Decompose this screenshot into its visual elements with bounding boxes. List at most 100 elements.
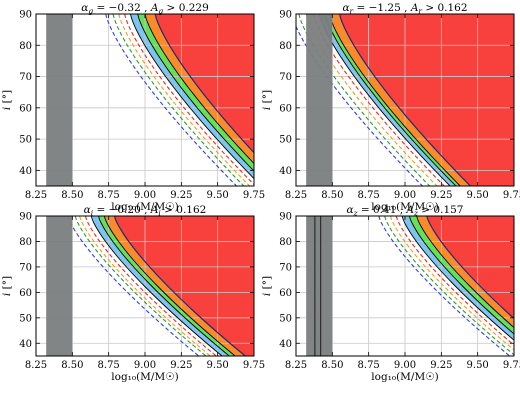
dashed-curve-red	[395, 216, 514, 346]
x-axis-label: log₁₀(M/M☉)	[371, 371, 438, 383]
x-tick-label: 9.25	[170, 190, 192, 201]
boundary-curve-lightgreen	[408, 216, 514, 335]
panel-g: 8.25 8.50 8.75 9.00 9.25 9.50 9.75 40 50 60 70 80 90…	[1, 2, 265, 213]
boundary-curve-red	[339, 14, 471, 186]
x-tick-label: 9.00	[134, 360, 156, 371]
dashed-curve-orange	[118, 14, 251, 186]
dashed-curve-orange	[389, 216, 514, 351]
x-tick-label: 9.50	[207, 360, 229, 371]
x-tick-label: 8.25	[25, 360, 47, 371]
y-tick-label: 90	[19, 212, 32, 223]
boundary-curve-lightblue	[90, 216, 223, 356]
y-tick-label: 40	[19, 339, 32, 350]
x-tick-label: 9.25	[170, 360, 192, 371]
x-tick-label: 8.50	[321, 360, 343, 371]
x-axis-label: log₁₀(M/M☉)	[371, 201, 438, 213]
x-tick-label: 9.75	[243, 360, 265, 371]
excluded-band	[46, 216, 73, 356]
y-tick-label: 40	[19, 166, 32, 177]
y-tick-label: 70	[279, 262, 292, 273]
boundary-curve-lightblue	[401, 216, 514, 341]
plot-area	[36, 14, 254, 186]
y-tick-label: 80	[279, 41, 292, 52]
y-tick-label: 50	[19, 135, 32, 146]
plot-area	[296, 216, 514, 356]
dashed-curve-blue	[296, 25, 423, 186]
dashed-curve-red	[124, 14, 254, 186]
x-tick-label: 8.25	[285, 190, 307, 201]
panel-title: αr = −1.25 , Ar > 0.162	[342, 2, 467, 16]
y-tick-label: 90	[279, 212, 292, 223]
x-tick-label: 9.75	[243, 190, 265, 201]
x-tick-label: 8.75	[98, 190, 120, 201]
x-tick-label: 9.75	[503, 360, 520, 371]
boundary-curve-orange	[416, 216, 514, 329]
x-tick-label: 9.50	[467, 190, 489, 201]
x-tick-label: 8.50	[61, 360, 83, 371]
y-tick-label: 80	[19, 237, 32, 248]
y-tick-label: 50	[279, 313, 292, 324]
y-axis-label: i [°]	[1, 276, 13, 296]
plot-area	[36, 216, 254, 356]
boundary-curve-lightgreen	[137, 14, 254, 172]
dashed-curve-green	[112, 14, 245, 186]
y-axis-label: i [°]	[261, 90, 273, 110]
x-tick-label: 8.50	[61, 190, 83, 201]
filled-region-red	[155, 14, 254, 153]
x-tick-label: 9.00	[394, 190, 416, 201]
y-tick-label: 70	[19, 72, 32, 83]
boundary-curve-red	[154, 14, 254, 154]
y-tick-label: 50	[19, 313, 32, 324]
y-tick-label: 40	[279, 339, 292, 350]
x-tick-label: 8.75	[98, 360, 120, 371]
y-tick-label: 70	[279, 72, 292, 83]
y-tick-label: 80	[279, 237, 292, 248]
y-tick-label: 80	[19, 41, 32, 52]
dashed-curve-red	[312, 14, 445, 186]
panel-i: 8.25 8.50 8.75 9.00 9.25 9.50 9.75 40 50 60 70 80 90…	[1, 204, 265, 383]
boundary-curve-orange	[144, 14, 254, 165]
dashed-curve-green	[384, 216, 514, 356]
dashed-curve-green	[298, 14, 431, 186]
dashed-curve-blue	[378, 216, 510, 356]
panel-r: 8.25 8.50 8.75 9.00 9.25 9.50 9.75 40 50 60 70 80 90…	[261, 2, 520, 213]
excluded-band	[46, 14, 73, 186]
x-tick-label: 9.25	[430, 360, 452, 371]
y-axis-label: i [°]	[1, 90, 13, 110]
boundary-curve-orange	[103, 216, 236, 356]
x-tick-label: 8.50	[321, 190, 343, 201]
boundary-curve-lightblue	[130, 14, 254, 180]
x-tick-label: 8.25	[285, 360, 307, 371]
boundary-curve-lightgreen	[98, 216, 230, 356]
x-tick-label: 9.25	[430, 190, 452, 201]
dashed-curve-green	[74, 216, 207, 356]
panel-title: αz = 0.41 , Az > 0.157	[346, 204, 463, 218]
boundary-curve-red	[113, 216, 246, 356]
x-tick-label: 8.25	[25, 190, 47, 201]
x-tick-label: 8.75	[358, 360, 380, 371]
y-tick-label: 40	[279, 166, 292, 177]
y-tick-label: 90	[279, 10, 292, 21]
dashed-curve-orange	[79, 216, 211, 356]
x-tick-label: 9.75	[503, 190, 520, 201]
y-tick-label: 50	[279, 135, 292, 146]
x-tick-label: 9.50	[207, 190, 229, 201]
panel-z: 8.25 8.50 8.75 9.00 9.25 9.50 9.75 40 50 60 70 80 90…	[261, 204, 520, 383]
x-tick-label: 9.00	[394, 360, 416, 371]
x-axis-label: log₁₀(M/M☉)	[111, 371, 178, 383]
y-tick-label: 90	[19, 10, 32, 21]
x-tick-label: 9.00	[134, 190, 156, 201]
filled-region-red	[114, 216, 254, 356]
x-axis-label: log₁₀(M/M☉)	[111, 201, 178, 213]
plot-area	[296, 14, 514, 186]
boundary-curve-red	[426, 216, 514, 320]
y-tick-label: 60	[279, 288, 292, 299]
y-tick-label: 60	[19, 103, 32, 114]
dashed-curve-red	[84, 216, 217, 356]
excluded-band	[306, 216, 333, 356]
dashed-curve-blue	[105, 14, 237, 186]
dashed-curve-orange	[305, 14, 438, 186]
x-tick-label: 9.50	[467, 360, 489, 371]
x-tick-label: 8.75	[358, 190, 380, 201]
